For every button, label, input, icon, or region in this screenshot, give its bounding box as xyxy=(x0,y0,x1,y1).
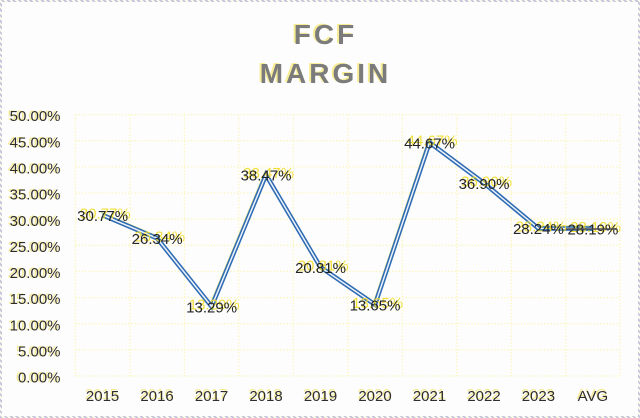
svg-text:2022: 2022 xyxy=(466,386,499,403)
svg-text:38.47%: 38.47% xyxy=(241,168,292,185)
svg-text:2023: 2023 xyxy=(522,388,555,405)
svg-text:2021: 2021 xyxy=(413,388,446,405)
svg-text:44.67%: 44.67% xyxy=(407,133,458,150)
svg-text:35.00%: 35.00% xyxy=(8,186,59,203)
svg-text:13.29%: 13.29% xyxy=(186,299,237,316)
svg-text:30.77%: 30.77% xyxy=(80,205,131,222)
svg-text:0.00%: 0.00% xyxy=(16,369,59,386)
svg-text:2021: 2021 xyxy=(412,386,445,403)
svg-text:5.00%: 5.00% xyxy=(16,343,59,360)
svg-text:30.77%: 30.77% xyxy=(77,208,128,225)
svg-text:28.24%: 28.24% xyxy=(513,221,564,238)
svg-text:28.19%: 28.19% xyxy=(567,221,618,238)
svg-text:44.67%: 44.67% xyxy=(404,135,455,152)
svg-text:10.00%: 10.00% xyxy=(8,317,59,334)
svg-text:26.34%: 26.34% xyxy=(134,229,185,246)
svg-text:2017: 2017 xyxy=(194,386,227,403)
svg-text:25.00%: 25.00% xyxy=(8,238,59,255)
svg-text:10.00%: 10.00% xyxy=(10,317,61,334)
svg-text:2023: 2023 xyxy=(521,386,554,403)
svg-text:20.00%: 20.00% xyxy=(10,265,61,282)
svg-text:13.29%: 13.29% xyxy=(189,297,240,314)
svg-text:50.00%: 50.00% xyxy=(10,108,61,125)
svg-text:2020: 2020 xyxy=(358,388,391,405)
svg-text:15.00%: 15.00% xyxy=(10,291,61,308)
svg-text:36.90%: 36.90% xyxy=(459,176,510,193)
svg-text:5.00%: 5.00% xyxy=(18,344,61,361)
svg-text:40.00%: 40.00% xyxy=(8,160,59,177)
svg-text:36.90%: 36.90% xyxy=(461,173,512,190)
svg-text:50.00%: 50.00% xyxy=(8,108,59,125)
svg-text:2015: 2015 xyxy=(85,386,118,403)
svg-text:13.65%: 13.65% xyxy=(352,295,403,312)
svg-text:0.00%: 0.00% xyxy=(18,370,61,387)
svg-text:13.65%: 13.65% xyxy=(350,297,401,314)
svg-text:2019: 2019 xyxy=(303,386,336,403)
svg-text:2019: 2019 xyxy=(304,388,337,405)
svg-text:20.00%: 20.00% xyxy=(8,265,59,282)
svg-text:35.00%: 35.00% xyxy=(10,187,61,204)
svg-text:AVG: AVG xyxy=(578,388,609,405)
svg-text:25.00%: 25.00% xyxy=(10,239,61,256)
svg-text:AVG: AVG xyxy=(577,386,608,403)
svg-text:2016: 2016 xyxy=(140,388,173,405)
svg-text:2016: 2016 xyxy=(139,386,172,403)
svg-text:28.19%: 28.19% xyxy=(570,219,621,236)
svg-text:15.00%: 15.00% xyxy=(8,291,59,308)
svg-text:2018: 2018 xyxy=(249,388,282,405)
svg-text:40.00%: 40.00% xyxy=(10,161,61,178)
svg-text:2020: 2020 xyxy=(357,386,390,403)
svg-text:28.24%: 28.24% xyxy=(516,219,567,236)
svg-text:45.00%: 45.00% xyxy=(8,134,59,151)
svg-text:20.81%: 20.81% xyxy=(295,260,346,277)
svg-text:2017: 2017 xyxy=(195,388,228,405)
svg-text:2022: 2022 xyxy=(467,388,500,405)
svg-text:20.81%: 20.81% xyxy=(298,257,349,274)
svg-text:2018: 2018 xyxy=(248,386,281,403)
svg-text:26.34%: 26.34% xyxy=(132,231,183,248)
svg-text:30.00%: 30.00% xyxy=(10,213,61,230)
svg-text:2015: 2015 xyxy=(86,388,119,405)
svg-text:45.00%: 45.00% xyxy=(10,134,61,151)
svg-text:30.00%: 30.00% xyxy=(8,212,59,229)
svg-text:38.47%: 38.47% xyxy=(243,165,294,182)
